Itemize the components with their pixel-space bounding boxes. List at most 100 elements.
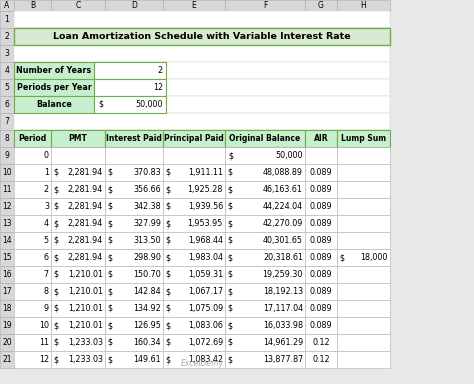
Text: 1,953.95: 1,953.95 [188, 219, 223, 228]
Text: H: H [361, 1, 366, 10]
Text: $: $ [227, 168, 232, 177]
Bar [337, 0, 390, 11]
Text: 2,281.94: 2,281.94 [68, 202, 103, 211]
Text: 0.089: 0.089 [310, 287, 332, 296]
Text: Period: Period [18, 134, 46, 143]
Text: $: $ [107, 304, 112, 313]
Bar [14, 79, 94, 96]
Bar [51, 181, 105, 198]
Text: 1,939.56: 1,939.56 [188, 202, 223, 211]
Text: $: $ [165, 168, 170, 177]
Bar [14, 164, 390, 181]
Text: 0.12: 0.12 [312, 355, 330, 364]
Bar [105, 351, 163, 368]
Text: 342.38: 342.38 [133, 202, 161, 211]
Bar [163, 130, 225, 147]
Bar [14, 113, 390, 130]
Text: $: $ [165, 355, 170, 364]
Bar [225, 232, 305, 249]
Bar [225, 351, 305, 368]
Text: 13: 13 [2, 219, 12, 228]
Bar [305, 283, 337, 300]
Text: $: $ [165, 219, 170, 228]
Text: $: $ [53, 168, 58, 177]
Text: $: $ [165, 236, 170, 245]
Bar [51, 232, 105, 249]
Bar [14, 266, 51, 283]
Text: 50,000: 50,000 [275, 151, 303, 160]
Text: $: $ [98, 100, 103, 109]
Text: $: $ [165, 287, 170, 296]
Bar [225, 198, 305, 215]
Text: $: $ [227, 321, 232, 330]
Text: 2,281.94: 2,281.94 [68, 219, 103, 228]
Text: D: D [131, 1, 137, 10]
Text: $: $ [227, 304, 232, 313]
Text: 12: 12 [2, 202, 12, 211]
Bar [105, 181, 163, 198]
Text: 150.70: 150.70 [133, 270, 161, 279]
Text: 20,318.61: 20,318.61 [263, 253, 303, 262]
Bar [225, 181, 305, 198]
Text: 8: 8 [5, 134, 9, 143]
Bar [14, 147, 390, 164]
Text: B: B [30, 1, 35, 10]
Bar [51, 266, 105, 283]
Text: 19,259.30: 19,259.30 [263, 270, 303, 279]
Text: 4: 4 [44, 219, 49, 228]
Text: 1,083.06: 1,083.06 [188, 321, 223, 330]
Text: $: $ [339, 253, 344, 262]
Bar [105, 164, 163, 181]
Text: 1,911.11: 1,911.11 [188, 168, 223, 177]
Text: 10: 10 [39, 321, 49, 330]
Bar [163, 266, 225, 283]
Text: 7: 7 [5, 117, 9, 126]
Text: 2,281.94: 2,281.94 [68, 236, 103, 245]
Text: $: $ [53, 338, 58, 347]
Bar [94, 96, 166, 113]
Text: 1,210.01: 1,210.01 [68, 287, 103, 296]
Bar [0, 130, 14, 147]
Bar [14, 28, 390, 45]
Text: 1,233.03: 1,233.03 [68, 338, 103, 347]
Text: 1,072.69: 1,072.69 [188, 338, 223, 347]
Bar [0, 283, 14, 300]
Bar [225, 283, 305, 300]
Text: 16,033.98: 16,033.98 [263, 321, 303, 330]
Text: $: $ [165, 304, 170, 313]
Text: 0.089: 0.089 [310, 219, 332, 228]
Bar [14, 215, 390, 232]
Bar [305, 249, 337, 266]
Text: 42,270.09: 42,270.09 [263, 219, 303, 228]
Bar [14, 130, 51, 147]
Bar [225, 215, 305, 232]
Bar [337, 334, 390, 351]
Bar [225, 164, 305, 181]
Bar [105, 215, 163, 232]
Text: 0.12: 0.12 [312, 338, 330, 347]
Bar [14, 45, 390, 62]
Text: 1,210.01: 1,210.01 [68, 321, 103, 330]
Bar [305, 147, 337, 164]
Text: 0: 0 [44, 151, 49, 160]
Bar [0, 334, 14, 351]
Text: Lump Sum: Lump Sum [341, 134, 386, 143]
Bar [51, 334, 105, 351]
Text: 1,210.01: 1,210.01 [68, 270, 103, 279]
Bar [0, 11, 14, 28]
Bar [337, 283, 390, 300]
Text: 18: 18 [2, 304, 12, 313]
Bar [225, 334, 305, 351]
Text: 1,233.03: 1,233.03 [68, 355, 103, 364]
Bar [14, 334, 51, 351]
Bar [105, 249, 163, 266]
Text: 3: 3 [44, 202, 49, 211]
Bar [105, 0, 163, 11]
Bar [163, 249, 225, 266]
Text: $: $ [227, 338, 232, 347]
Bar [0, 79, 14, 96]
Text: 11: 11 [2, 185, 12, 194]
Text: 8: 8 [44, 287, 49, 296]
Text: $: $ [227, 236, 232, 245]
Bar [337, 147, 390, 164]
